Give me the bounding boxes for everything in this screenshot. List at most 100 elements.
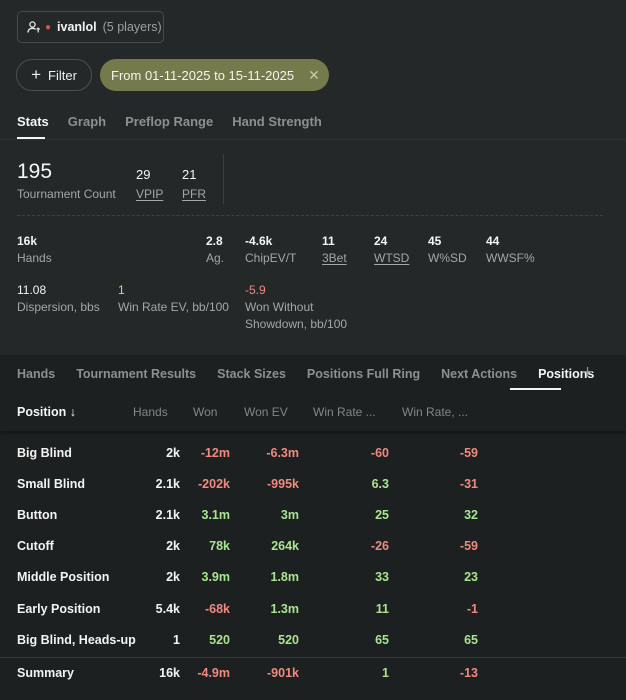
cell-win-rate: 11 (375, 602, 389, 616)
cell-win-rate: -60 (370, 446, 389, 460)
wsd-label: W%SD (428, 251, 467, 265)
table-row[interactable]: Middle Position 2k 3.9m 1.8m 33 23 (0, 562, 626, 593)
filter-label: Filter (48, 67, 77, 83)
3bet-link[interactable]: 3Bet (322, 251, 347, 265)
tab-stats[interactable]: Stats (17, 114, 49, 129)
vpip-value: 29 (136, 167, 151, 182)
table-row[interactable]: Early Position 5.4k -68k 1.3m 11 -1 (0, 594, 626, 625)
cell-hands: 2.1k (155, 508, 180, 522)
stats-dashed-divider (17, 215, 603, 216)
summary-divider (0, 657, 626, 658)
tabs-divider (0, 139, 626, 140)
active-tab-indicator (17, 137, 45, 139)
dispersion-label: Dispersion, bbs (17, 300, 100, 314)
cell-hands: 16k (159, 666, 180, 680)
cell-win-rate: 25 (375, 508, 389, 522)
add-tab-icon[interactable]: + (582, 362, 594, 383)
table-row[interactable]: Cutoff 2k 78k 264k -26 -59 (0, 531, 626, 562)
cell-win-rate2: -59 (459, 539, 478, 553)
cell-position: Cutoff (17, 539, 54, 553)
cell-win-rate2: -13 (459, 666, 478, 680)
cell-hands: 2.1k (155, 477, 180, 491)
tab-stack-sizes[interactable]: Stack Sizes (217, 367, 286, 381)
cell-position: Early Position (17, 602, 101, 616)
col-hands[interactable]: Hands (133, 405, 168, 419)
user-icon (27, 20, 41, 34)
wwsf-label: WWSF% (486, 251, 535, 265)
close-icon[interactable]: ✕ (308, 66, 320, 83)
col-won[interactable]: Won (193, 405, 218, 419)
plus-icon: + (31, 64, 42, 84)
cell-won: 78k (209, 539, 230, 553)
table-header (0, 393, 626, 431)
player-name: ivanlol (57, 20, 97, 34)
cell-won: 3.9m (201, 570, 231, 584)
winrate-ev-value: 1 (118, 283, 125, 297)
date-range-chip[interactable]: From 01-11-2025 to 15-11-2025 ✕ (100, 59, 329, 91)
cell-position: Big Blind, Heads-up (17, 633, 136, 647)
vpip-link[interactable]: VPIP (136, 187, 164, 201)
cell-win-rate2: 32 (464, 508, 478, 522)
cell-won-ev: -901k (267, 666, 299, 680)
tab-preflop-range[interactable]: Preflop Range (125, 114, 214, 129)
wsd-value: 45 (428, 234, 442, 248)
date-range-label: From 01-11-2025 to 15-11-2025 (111, 67, 295, 83)
tab-hands[interactable]: Hands (17, 367, 56, 381)
status-dot-icon: ● (45, 21, 52, 33)
col-win-rate[interactable]: Win Rate ... (313, 405, 376, 419)
cell-won: -4.9m (197, 666, 230, 680)
3bet-value: 11 (322, 234, 335, 248)
col-position[interactable]: Position ↓ (17, 405, 77, 419)
won-without-sd-label-2: Showdown, bb/100 (245, 317, 348, 331)
won-without-sd-value: -5.9 (245, 283, 266, 297)
summary-row[interactable]: Summary 16k -4.9m -901k 1 -13 (0, 658, 626, 689)
pfr-link[interactable]: PFR (182, 187, 206, 201)
hands-value: 16k (17, 234, 38, 248)
table-row[interactable]: Button 2.1k 3.1m 3m 25 32 (0, 500, 626, 531)
cell-won-ev: 264k (271, 539, 299, 553)
cell-won-ev: 1.8m (270, 570, 300, 584)
cell-position: Middle Position (17, 570, 110, 584)
sub-tabs: Hands Tournament Results Stack Sizes Pos… (17, 367, 615, 381)
cell-hands: 1 (173, 633, 180, 647)
dispersion-value: 11.08 (17, 283, 47, 297)
tab-positions[interactable]: Positions (538, 367, 595, 381)
cell-win-rate2: 65 (464, 633, 478, 647)
cell-won-ev: 1.3m (270, 602, 300, 616)
cell-hands: 2k (166, 539, 180, 553)
cell-win-rate2: -59 (459, 446, 478, 460)
ag-value: 2.8 (206, 234, 223, 248)
cell-win-rate: -26 (370, 539, 389, 553)
tab-tournament-results[interactable]: Tournament Results (76, 367, 197, 381)
cell-win-rate: 65 (375, 633, 389, 647)
cell-hands: 2k (166, 570, 180, 584)
cell-won-ev: -6.3m (266, 446, 299, 460)
won-without-sd-label-1: Won Without (245, 300, 314, 314)
chipev-label: ChipEV/T (245, 251, 297, 265)
table-row[interactable]: Small Blind 2.1k -202k -995k 6.3 -31 (0, 469, 626, 500)
player-selector[interactable]: ● ivanlol (5 players) (17, 11, 164, 43)
table-row[interactable]: Big Blind, Heads-up 1 520 520 65 65 (0, 625, 626, 656)
cell-win-rate: 1 (382, 666, 389, 680)
filter-button[interactable]: + Filter (16, 59, 92, 91)
tab-next-actions[interactable]: Next Actions (441, 367, 518, 381)
cell-position: Small Blind (17, 477, 86, 491)
tournament-count-label: Tournament Count (17, 187, 116, 201)
cell-won: -202k (198, 477, 230, 491)
cell-won: -68k (204, 602, 230, 616)
cell-win-rate2: -31 (459, 477, 478, 491)
cell-win-rate: 33 (375, 570, 389, 584)
table-row[interactable]: Big Blind 2k -12m -6.3m -60 -59 (0, 438, 626, 469)
cell-won-ev: -995k (267, 477, 299, 491)
cell-position: Big Blind (17, 446, 72, 460)
tab-hand-strength[interactable]: Hand Strength (232, 114, 322, 129)
wtsd-value: 24 (374, 234, 388, 248)
winrate-ev-label: Win Rate EV, bb/100 (118, 300, 229, 314)
tab-positions-full-ring[interactable]: Positions Full Ring (306, 367, 421, 381)
tab-graph[interactable]: Graph (67, 114, 107, 129)
col-won-ev[interactable]: Won EV (244, 405, 288, 419)
chipev-value: -4.6k (245, 234, 273, 248)
col-win-rate-2[interactable]: Win Rate, ... (402, 405, 469, 419)
cell-position: Summary (17, 666, 74, 680)
wtsd-link[interactable]: WTSD (374, 251, 410, 265)
